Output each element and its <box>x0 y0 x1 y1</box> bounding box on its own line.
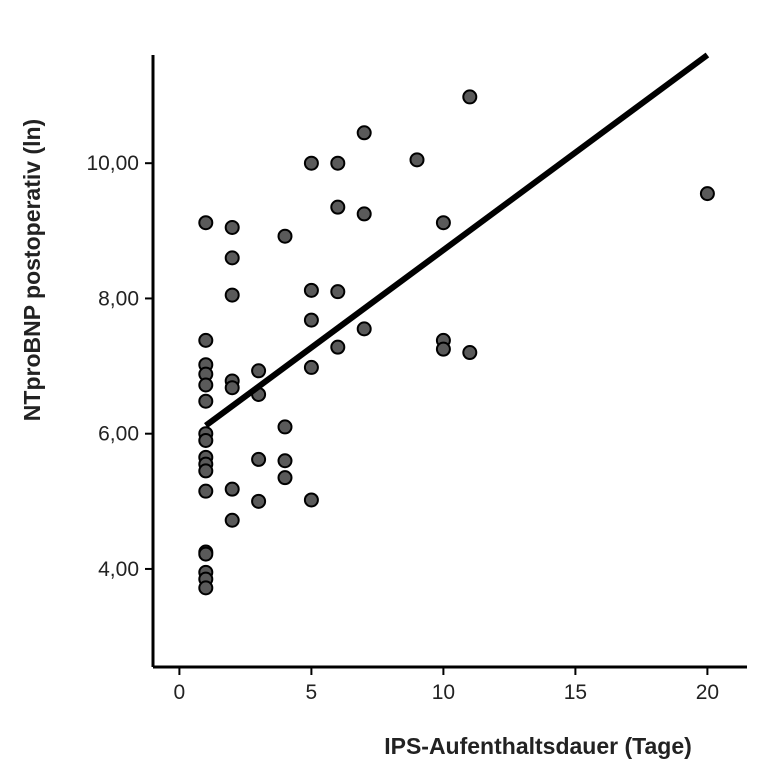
x-axis-label: IPS-Aufenthaltsdauer (Tage) <box>384 733 692 759</box>
data-point <box>251 493 267 509</box>
data-point <box>224 287 240 303</box>
data-point <box>198 332 214 348</box>
data-point <box>435 341 451 357</box>
data-point <box>198 483 214 499</box>
data-point <box>198 432 214 448</box>
data-point <box>303 312 319 328</box>
data-point <box>277 453 293 469</box>
data-point <box>198 546 214 562</box>
data-point <box>462 345 478 361</box>
data-point <box>198 215 214 231</box>
data-point <box>198 580 214 596</box>
data-point <box>330 284 346 300</box>
data-point <box>277 470 293 486</box>
data-point <box>251 363 267 379</box>
data-point <box>224 481 240 497</box>
data-point <box>198 377 214 393</box>
data-point <box>356 321 372 337</box>
data-point <box>198 393 214 409</box>
x-tick-label: 15 <box>564 681 587 704</box>
data-point <box>303 155 319 171</box>
data-point <box>224 219 240 235</box>
data-point <box>303 492 319 508</box>
data-points <box>198 89 715 596</box>
y-axis-label: NTproBNP postoperativ (ln) <box>19 119 45 421</box>
data-point <box>356 125 372 141</box>
data-point <box>356 206 372 222</box>
regression-line-layer <box>204 52 710 428</box>
data-point <box>303 282 319 298</box>
data-point <box>330 199 346 215</box>
data-point <box>198 463 214 479</box>
data-point <box>224 250 240 266</box>
data-point <box>224 512 240 528</box>
y-tick-label: 6,00 <box>98 423 139 446</box>
data-point <box>303 359 319 375</box>
data-point <box>224 380 240 396</box>
y-tick-label: 10,00 <box>86 152 139 175</box>
data-point <box>330 339 346 355</box>
data-point <box>699 186 715 202</box>
y-axis: 4,00 6,00 8,00 10,00 <box>86 55 155 667</box>
regression-line <box>204 52 710 428</box>
x-tick-label: 10 <box>432 681 455 704</box>
x-tick-label: 20 <box>696 681 719 704</box>
data-point <box>277 419 293 435</box>
data-point <box>251 451 267 467</box>
data-point <box>409 152 425 168</box>
data-point <box>277 228 293 244</box>
data-point <box>462 89 478 105</box>
y-tick-label: 4,00 <box>98 558 139 581</box>
x-tick-label: 5 <box>306 681 318 704</box>
x-tick-label: 0 <box>174 681 186 704</box>
data-point <box>330 155 346 171</box>
data-point <box>435 215 451 231</box>
x-axis: 0 5 10 15 20 <box>153 665 747 704</box>
y-tick-label: 8,00 <box>98 287 139 310</box>
